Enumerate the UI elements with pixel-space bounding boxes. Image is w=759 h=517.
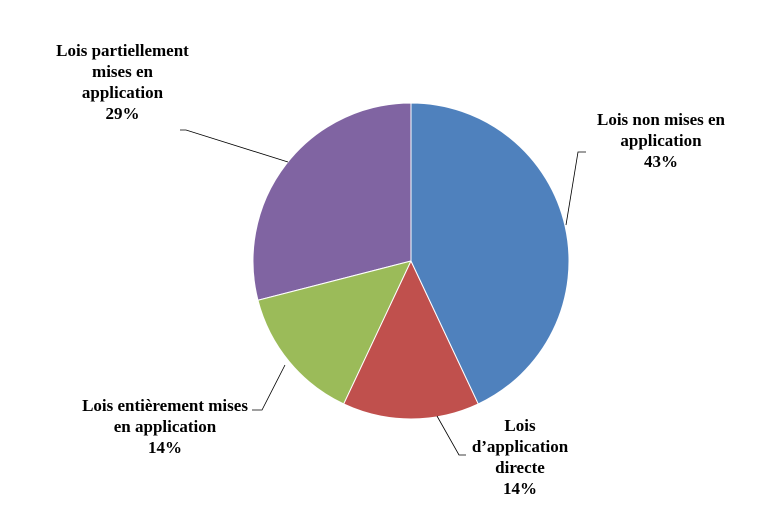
leader-line <box>180 129 289 163</box>
category-name: Lois non mises en application <box>597 110 725 150</box>
slice-label: Lois entièrement mises en application 14% <box>80 395 250 458</box>
value-label: 14% <box>503 479 537 498</box>
category-name: Lois partiellement mises en application <box>56 41 189 102</box>
pie-slice <box>343 259 479 420</box>
slice-label: Lois partiellement mises en application 2… <box>55 40 190 124</box>
leader-line <box>436 415 466 456</box>
category-name: Lois entièrement mises en application <box>82 396 248 436</box>
pie-slice <box>257 260 412 405</box>
value-label: 14% <box>148 438 182 457</box>
value-label: 29% <box>105 104 140 123</box>
pie-slice <box>252 102 412 301</box>
pie-slice <box>410 102 570 405</box>
slice-label: Lois non mises en application 43% <box>586 109 736 172</box>
slice-label: Lois d’application directe 14% <box>460 415 580 499</box>
category-name: Lois d’application directe <box>471 416 569 477</box>
value-label: 43% <box>644 152 678 171</box>
leader-line <box>565 151 586 226</box>
leader-line <box>252 364 286 411</box>
